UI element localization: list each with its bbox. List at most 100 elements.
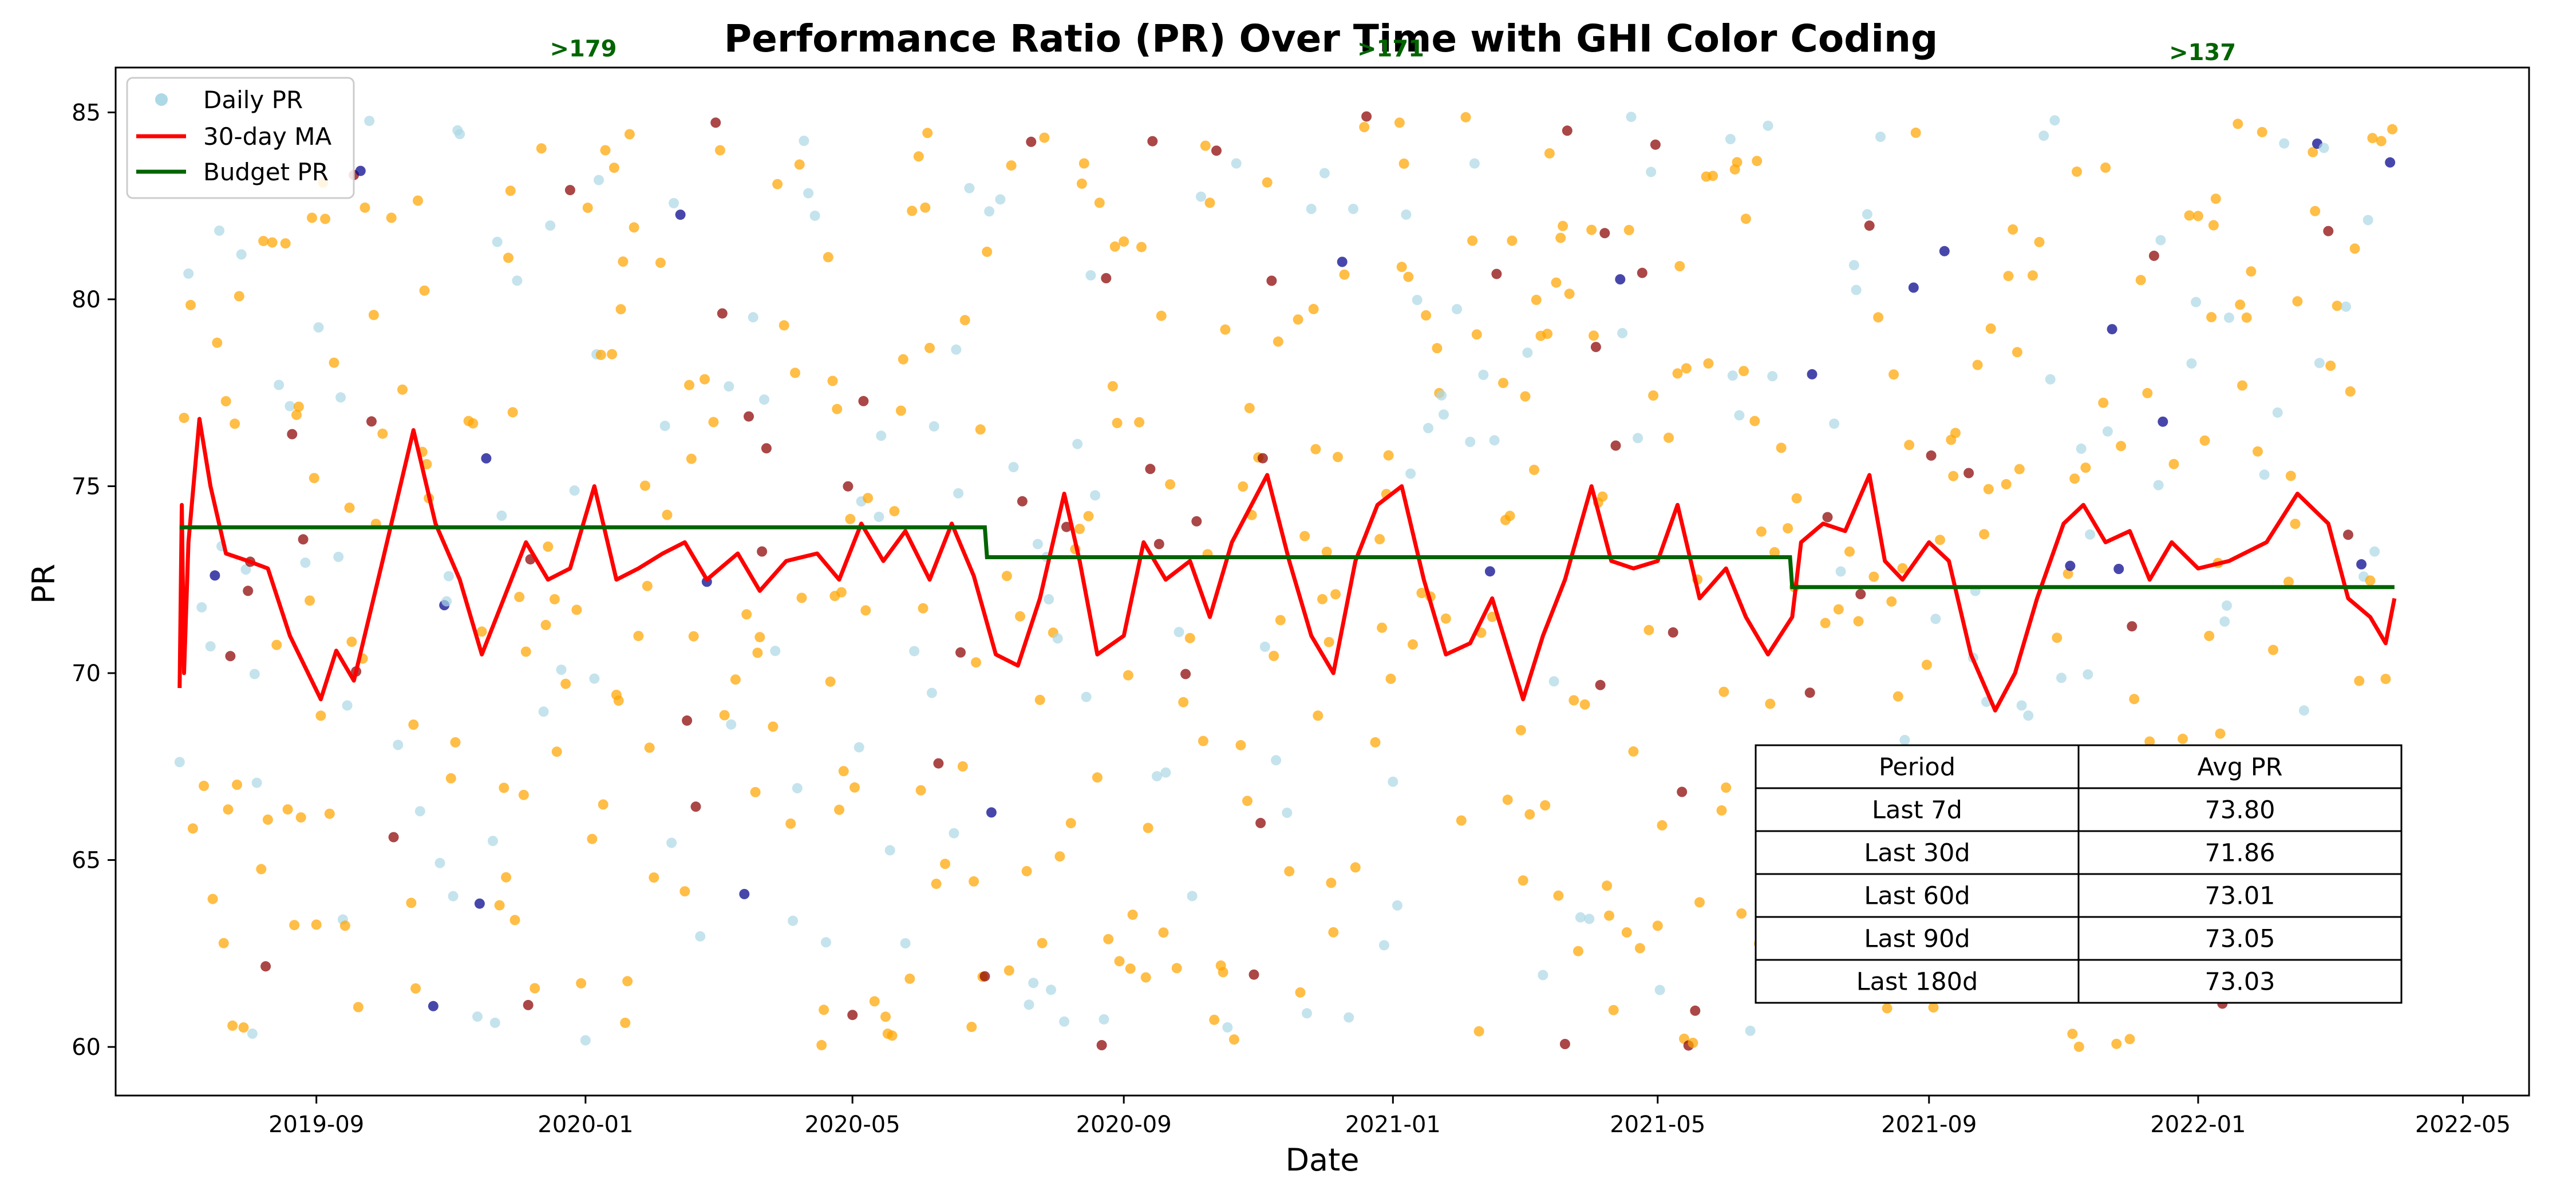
daily-pr-point [1963,468,1974,479]
daily-pr-point [187,823,198,834]
daily-pr-point [274,379,285,390]
daily-pr-point [1899,734,1910,745]
daily-pr-point [1727,370,1738,381]
daily-pr-point [333,551,344,562]
daily-pr-point [1092,772,1103,783]
daily-pr-point [1864,220,1875,231]
daily-pr-point [1734,410,1745,421]
daily-pr-point [1736,908,1747,919]
daily-pr-point [2310,205,2321,216]
daily-pr-point [1059,1016,1070,1027]
daily-pr-point [624,129,635,140]
daily-pr-point [1034,694,1045,705]
daily-pr-point [1634,943,1645,954]
daily-pr-point [1484,566,1495,577]
daily-pr-point [1266,275,1277,286]
daily-pr-point [1021,866,1032,876]
daily-pr-point [1228,1034,1239,1045]
daily-pr-point [1489,435,1500,446]
daily-pr-point [366,416,377,427]
daily-pr-point [1893,691,1903,702]
daily-pr-point [1269,651,1279,661]
daily-pr-point [2385,157,2396,168]
daily-pr-point [1608,1005,1619,1015]
daily-pr-point [1597,491,1608,502]
daily-pr-point [571,604,582,615]
daily-pr-point [2148,250,2159,261]
daily-pr-point [1180,669,1191,679]
daily-pr-point [2003,271,2014,282]
daily-pr-point [924,342,935,353]
daily-pr-point [1127,910,1138,920]
daily-pr-point [1383,450,1394,461]
daily-pr-point [757,546,768,557]
daily-pr-point [759,394,769,405]
daily-pr-point [227,1020,238,1031]
daily-pr-point [1408,639,1418,650]
daily-pr-point [212,337,223,348]
table-cell-text: Last 90d [1864,925,1970,954]
daily-pr-point [1003,965,1014,976]
daily-pr-point [580,1035,591,1046]
y-tick-label: 70 [72,661,101,687]
daily-pr-point [1926,450,1937,461]
daily-pr-point [2314,358,2325,369]
daily-pr-point [1904,440,1915,450]
daily-pr-point [2124,1034,2135,1045]
daily-pr-point [719,710,730,721]
daily-pr-point [2283,576,2294,587]
daily-pr-point [966,1022,977,1033]
daily-pr-point [607,349,618,359]
daily-pr-point [1732,157,1743,168]
daily-pr-point [1094,197,1105,208]
daily-pr-point [1083,511,1094,521]
daily-pr-point [649,872,659,883]
daily-pr-point [234,291,244,302]
daily-pr-point [655,258,666,268]
daily-pr-point [1763,120,1773,131]
daily-pr-point [251,777,262,788]
daily-pr-point [799,136,809,146]
daily-pr-point [450,737,461,748]
daily-pr-point [556,665,567,675]
daily-pr-point [819,1005,829,1015]
daily-pr-point [598,799,609,810]
daily-pr-point [207,893,218,904]
daily-pr-point [2113,564,2124,574]
daily-pr-point [639,480,650,491]
daily-pr-point [1099,1014,1109,1025]
daily-pr-point [594,175,604,185]
daily-pr-point [2268,645,2278,655]
daily-pr-point [2237,380,2247,391]
daily-pr-point [1119,236,1129,247]
daily-pr-point [2246,266,2257,277]
daily-pr-point [1844,546,1855,557]
table-header-cell: Avg PR [2197,753,2282,782]
daily-pr-point [589,673,600,684]
daily-pr-point [1259,641,1270,652]
daily-pr-point [1026,136,1037,147]
daily-pr-point [642,580,653,591]
daily-pr-point [315,710,326,721]
daily-pr-point [1590,342,1601,353]
daily-pr-point [794,159,805,170]
daily-pr-point [1573,946,1583,956]
daily-pr-point [501,872,512,883]
daily-pr-point [468,418,479,429]
daily-pr-point [779,320,789,331]
daily-pr-point [1125,963,1136,974]
daily-pr-point [1156,310,1167,321]
daily-pr-point [1531,294,1542,305]
daily-pr-point [2186,358,2197,369]
daily-pr-point [768,721,779,732]
daily-pr-point [232,780,242,790]
daily-pr-point [931,879,942,889]
daily-pr-point [2192,211,2203,222]
daily-pr-point [1039,132,1050,143]
daily-pr-point [1502,794,1513,805]
daily-pr-point [1529,464,1539,475]
daily-pr-point [615,304,626,315]
daily-pr-point [770,646,781,657]
daily-pr-point [1432,343,1443,354]
daily-pr-point [2158,416,2168,427]
